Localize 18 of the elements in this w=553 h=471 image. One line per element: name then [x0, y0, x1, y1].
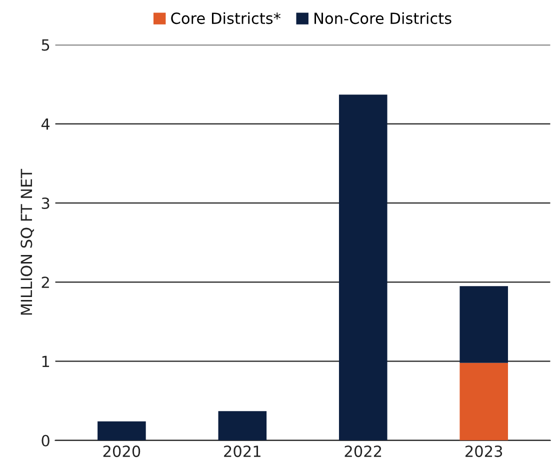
y-axis-title: MILLION SQ FT NET: [20, 168, 34, 315]
legend-label: Core Districts*: [171, 12, 281, 24]
y-tick-label: 5: [42, 39, 50, 51]
x-tick-label: 2023: [466, 446, 502, 458]
y-tick-label: 1: [42, 356, 50, 368]
y-tick-label: 0: [42, 434, 50, 446]
bar: [460, 362, 508, 440]
y-tick-label: 4: [41, 118, 50, 130]
bar: [218, 411, 267, 440]
y-tick-label: 2: [42, 276, 49, 288]
legend-label: Non-Core Districts: [314, 12, 452, 24]
x-tick-label: 2021: [224, 446, 260, 458]
bar: [98, 421, 146, 440]
bar: [338, 94, 388, 440]
bar: [460, 286, 508, 363]
y-tick-label: 3: [42, 197, 50, 210]
x-tick-label: 2022: [344, 446, 382, 458]
x-tick-label: 2020: [103, 446, 140, 458]
